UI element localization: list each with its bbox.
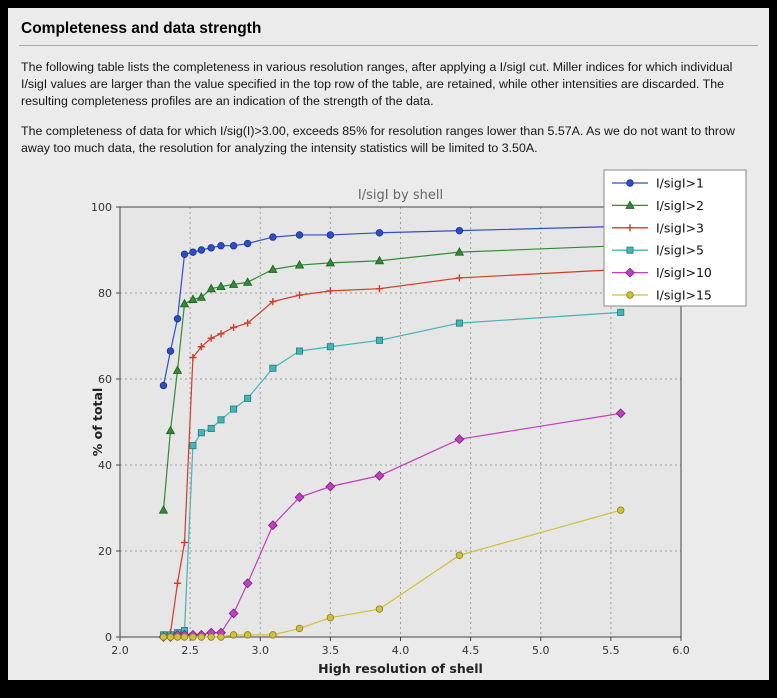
x-tick-label: 5.0: [532, 644, 550, 657]
legend-label: I/sigI>15: [656, 288, 712, 303]
series-i-sigi-15: [159, 506, 625, 641]
legend-label: I/sigI>1: [656, 176, 704, 191]
legend-item-i-sigi-1: I/sigI>1: [612, 176, 704, 191]
axis-ticks: 2.0 2.5 3.0 3.5 4.0 4.5 5.0 5.5 6.0 0 20 40 60 80 100: [91, 201, 690, 657]
y-tick-label: 0: [105, 631, 112, 644]
legend-label: I/sigI>2: [656, 198, 704, 213]
legend-item-i-sigi-2: I/sigI>2: [612, 198, 704, 213]
y-tick-label: 40: [98, 459, 112, 472]
page-title: Completeness and data strength: [21, 20, 262, 37]
intro-paragraph: The following table lists the completene…: [21, 60, 733, 109]
title-divider: [19, 45, 758, 46]
series-i-sigi-3: [159, 265, 625, 639]
legend-label: I/sigI>5: [656, 243, 704, 258]
x-axis-label: High resolution of shell: [318, 661, 483, 676]
summary-paragraph: The completeness of data for which I/sig…: [21, 124, 735, 156]
y-tick-label: 80: [98, 287, 112, 300]
legend-label: I/sigI>3: [656, 220, 704, 235]
grid-lines: [120, 207, 681, 637]
x-tick-label: 5.5: [602, 644, 620, 657]
legend-item-i-sigi-3: I/sigI>3: [612, 220, 704, 235]
chart-legend: I/sigI>1 I/sigI>2 I/sigI>3 I/sigI>5 I/sigI>1…: [603, 169, 747, 307]
legend-item-i-sigi-5: I/sigI>5: [612, 243, 704, 258]
legend-item-i-sigi-15: I/sigI>15: [612, 288, 712, 303]
x-tick-label: 3.0: [252, 644, 270, 657]
series-i-sigi-1: [159, 222, 625, 390]
legend-item-i-sigi-10: I/sigI>10: [612, 265, 712, 280]
chart-title: I/sigI by shell: [358, 188, 443, 203]
completeness-chart: 2.0 2.5 3.0 3.5 4.0 4.5 5.0 5.5 6.0 0 20 40 60 80 100 I…: [90, 169, 747, 676]
x-tick-label: 3.5: [322, 644, 340, 657]
legend-label: I/sigI>10: [656, 265, 712, 280]
chart-figure: 2.0 2.5 3.0 3.5 4.0 4.5 5.0 5.5 6.0 0 20 40 60 80 100 I…: [8, 156, 769, 680]
y-tick-label: 20: [98, 545, 112, 558]
x-tick-label: 2.5: [181, 644, 199, 657]
y-tick-label: 100: [91, 201, 112, 214]
x-tick-label: 2.0: [111, 644, 129, 657]
x-tick-label: 4.5: [462, 644, 480, 657]
y-axis-label: % of total: [90, 388, 105, 457]
x-tick-label: 6.0: [672, 644, 690, 657]
y-tick-label: 60: [98, 373, 112, 386]
report-panel: Completeness and data strength The follo…: [8, 8, 769, 680]
x-tick-label: 4.0: [392, 644, 410, 657]
